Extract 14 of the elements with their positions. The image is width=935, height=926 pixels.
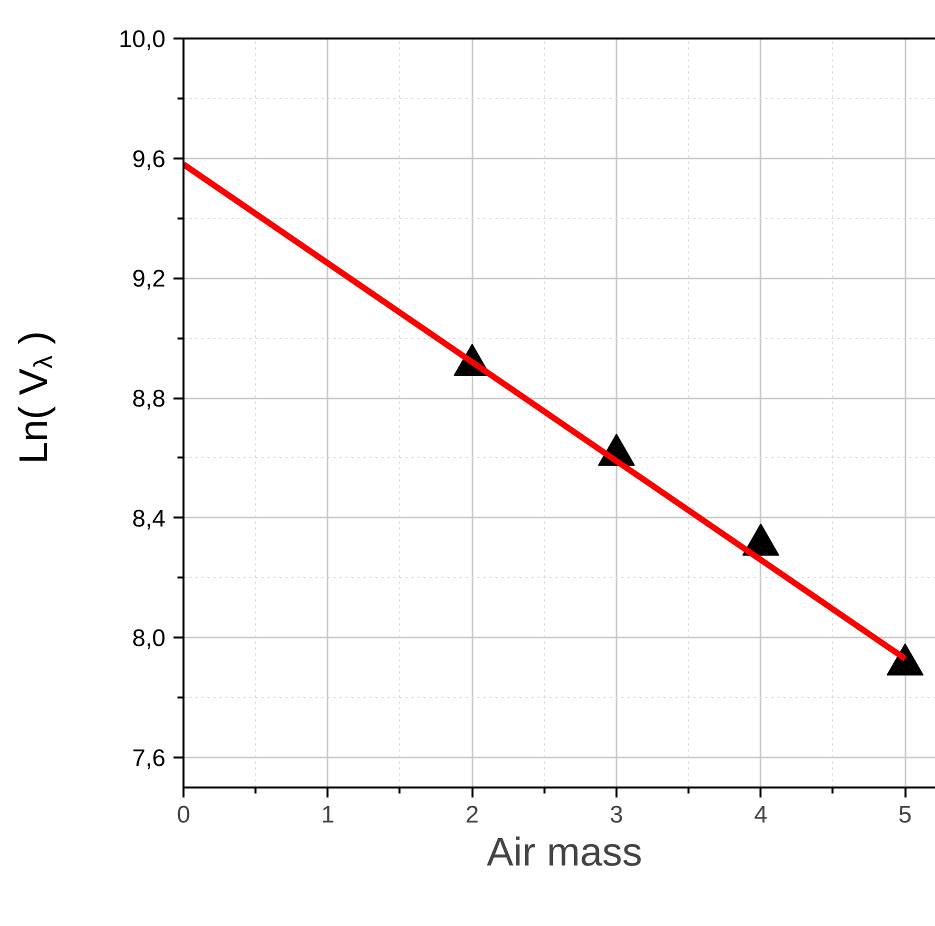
y-tick-label: 10,0 [118,26,166,53]
y-tick-label: 9,2 [132,266,166,293]
y-tick-label: 9,6 [132,146,166,173]
x-axis-title: Air mass [486,830,642,874]
y-tick-label: 8,8 [132,386,166,413]
x-tick-label: 0 [176,802,190,828]
x-tick-label: 5 [898,802,912,828]
y-tick-label: 8,0 [132,625,166,652]
x-tick-label: 3 [610,802,624,828]
y-tick-label: 7,6 [132,745,166,772]
x-tick-label: 1 [321,802,335,828]
x-tick-label: 2 [465,802,479,828]
x-tick-label: 4 [754,802,768,828]
y-tick-label: 8,4 [132,505,166,532]
